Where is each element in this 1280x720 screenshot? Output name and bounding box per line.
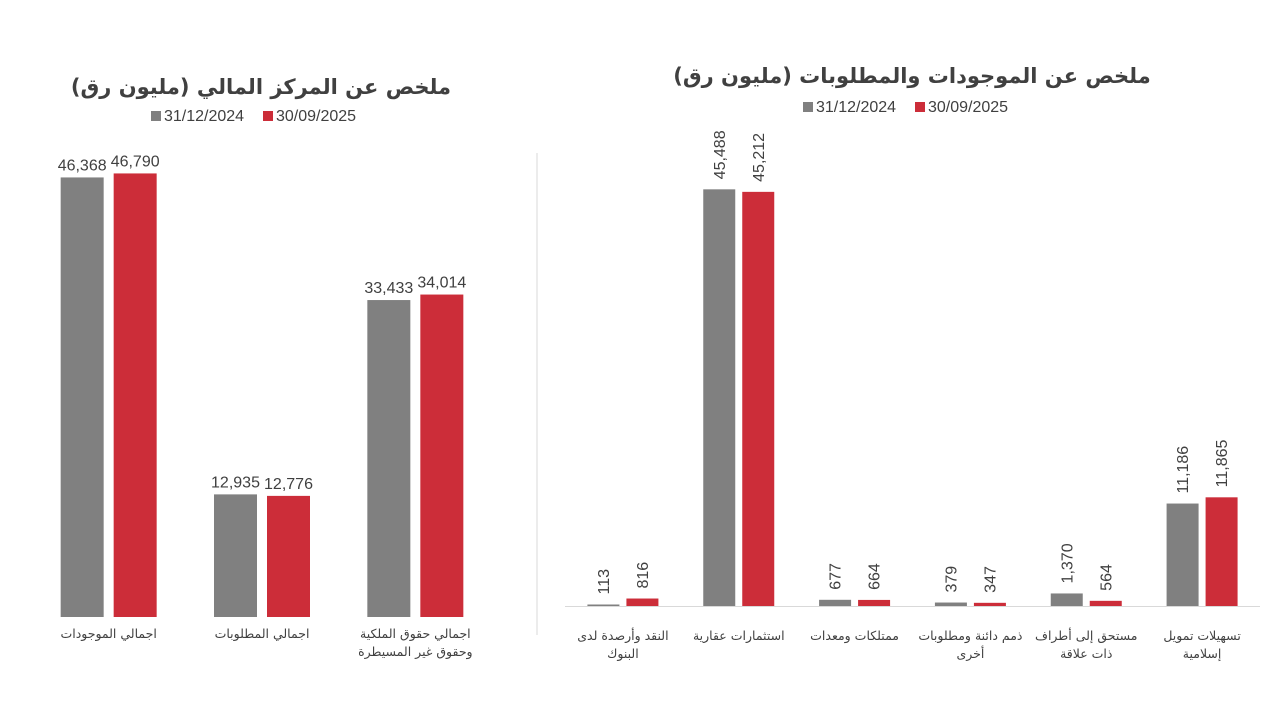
right-category-label-4-0: مستحق إلى أطراف: [1035, 627, 1138, 644]
right-category-label-4-1: ذات علاقة: [1060, 646, 1112, 661]
left-legend-label-0: 31/12/2024: [164, 108, 244, 125]
right-category-label-3-1: أخرى: [956, 645, 984, 662]
right-bar-1-0: [703, 189, 736, 606]
left-bar-2-0: [367, 300, 411, 617]
left-legend-label-1: 30/09/2025: [276, 108, 356, 125]
right-bar-2-0: [819, 599, 852, 606]
right-legend-swatch-1: [915, 102, 925, 112]
right-category-label-5-0: تسهيلات تمويل: [1163, 628, 1241, 644]
right-data-label-5-0: 11,186: [1175, 446, 1192, 494]
right-bar-3-0: [934, 602, 967, 606]
right-bar-0-0: [587, 604, 620, 606]
right-category-label-0-1: البنوك: [607, 646, 639, 662]
right-category-label-5-1: إسلامية: [1183, 646, 1222, 661]
left-data-label-2-0: 33,433: [364, 280, 413, 297]
right-bar-5-1: [1205, 497, 1238, 606]
right-data-label-3-1: 347: [983, 566, 1000, 593]
right-data-label-2-1: 664: [867, 563, 884, 590]
left-bar-1-0: [214, 494, 257, 617]
left-data-label-0-0: 46,368: [58, 157, 107, 174]
right-chart-title: ملخص عن الموجودات والمطلوبات (مليون رق): [673, 64, 1150, 88]
right-data-label-1-0: 45,488: [712, 130, 729, 179]
chart-assets-liabilities: ملخص عن الموجودات والمطلوبات (مليون رق) 3…: [565, 64, 1260, 662]
right-data-label-4-0: 1,370: [1059, 543, 1076, 583]
left-category-label-1-0: اجمالي المطلوبات: [215, 626, 310, 642]
right-category-label-2-0: ممتلكات ومعدات: [810, 628, 899, 644]
right-category-label-0-0: النقد وأرصدة لدى: [577, 627, 668, 644]
left-legend-swatch-0: [151, 111, 161, 121]
right-bar-4-1: [1089, 600, 1122, 606]
right-data-label-1-1: 45,212: [751, 133, 768, 182]
right-legend-label-0: 31/12/2024: [816, 99, 896, 116]
left-bar-0-0: [60, 177, 104, 617]
left-category-label-0-0: اجمالي الموجودات: [60, 626, 156, 642]
left-bar-1-1: [267, 495, 310, 617]
right-data-label-2-0: 677: [828, 563, 845, 590]
left-data-label-2-1: 34,014: [417, 275, 466, 292]
right-legend-swatch-0: [803, 102, 813, 112]
left-legend-swatch-1: [263, 111, 273, 121]
left-category-label-2-1: وحقوق غير المسيطرة: [358, 644, 473, 660]
right-data-label-4-1: 564: [1098, 564, 1115, 591]
right-bar-1-1: [742, 191, 775, 606]
right-bar-4-0: [1050, 593, 1083, 606]
right-bar-0-1: [626, 598, 659, 606]
right-bar-2-1: [858, 599, 891, 606]
left-data-label-0-1: 46,790: [111, 153, 160, 170]
right-data-label-0-0: 113: [596, 569, 613, 595]
right-data-label-0-1: 816: [635, 562, 652, 589]
right-bar-5-0: [1166, 503, 1199, 606]
chart-financial-position: ملخص عن المركز المالي (مليون رق) 31/12/20…: [58, 75, 473, 660]
left-data-label-1-1: 12,776: [264, 476, 313, 493]
left-data-label-1-0: 12,935: [211, 474, 260, 491]
left-chart-title: ملخص عن المركز المالي (مليون رق): [71, 75, 451, 99]
left-bar-0-1: [113, 173, 157, 618]
right-bar-3-1: [973, 602, 1006, 606]
left-category-label-2-0: اجمالي حقوق الملكية: [360, 626, 471, 642]
right-data-label-5-1: 11,865: [1214, 439, 1231, 487]
right-legend-label-1: 30/09/2025: [928, 99, 1008, 116]
right-category-label-1-0: استثمارات عقارية: [693, 628, 785, 644]
right-data-label-3-0: 379: [944, 566, 961, 593]
right-category-label-3-0: ذمم دائنة ومطلوبات: [918, 628, 1022, 644]
left-bar-2-1: [420, 294, 464, 617]
